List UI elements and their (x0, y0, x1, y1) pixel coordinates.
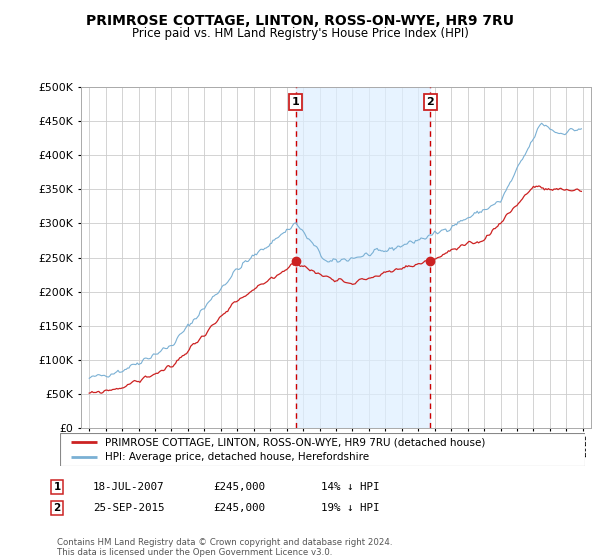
Text: 2: 2 (53, 503, 61, 513)
Text: 14% ↓ HPI: 14% ↓ HPI (321, 482, 380, 492)
Text: 18-JUL-2007: 18-JUL-2007 (93, 482, 164, 492)
Text: £245,000: £245,000 (213, 482, 265, 492)
Text: £245,000: £245,000 (213, 503, 265, 513)
Text: 2: 2 (427, 97, 434, 107)
Text: 19% ↓ HPI: 19% ↓ HPI (321, 503, 380, 513)
Text: 1: 1 (53, 482, 61, 492)
Text: Price paid vs. HM Land Registry's House Price Index (HPI): Price paid vs. HM Land Registry's House … (131, 27, 469, 40)
Text: HPI: Average price, detached house, Herefordshire: HPI: Average price, detached house, Here… (104, 452, 369, 462)
Text: Contains HM Land Registry data © Crown copyright and database right 2024.
This d: Contains HM Land Registry data © Crown c… (57, 538, 392, 557)
Text: PRIMROSE COTTAGE, LINTON, ROSS-ON-WYE, HR9 7RU (detached house): PRIMROSE COTTAGE, LINTON, ROSS-ON-WYE, H… (104, 437, 485, 447)
Text: 25-SEP-2015: 25-SEP-2015 (93, 503, 164, 513)
Bar (296, 87, 430, 428)
Text: PRIMROSE COTTAGE, LINTON, ROSS-ON-WYE, HR9 7RU: PRIMROSE COTTAGE, LINTON, ROSS-ON-WYE, H… (86, 14, 514, 28)
Text: 1: 1 (292, 97, 299, 107)
